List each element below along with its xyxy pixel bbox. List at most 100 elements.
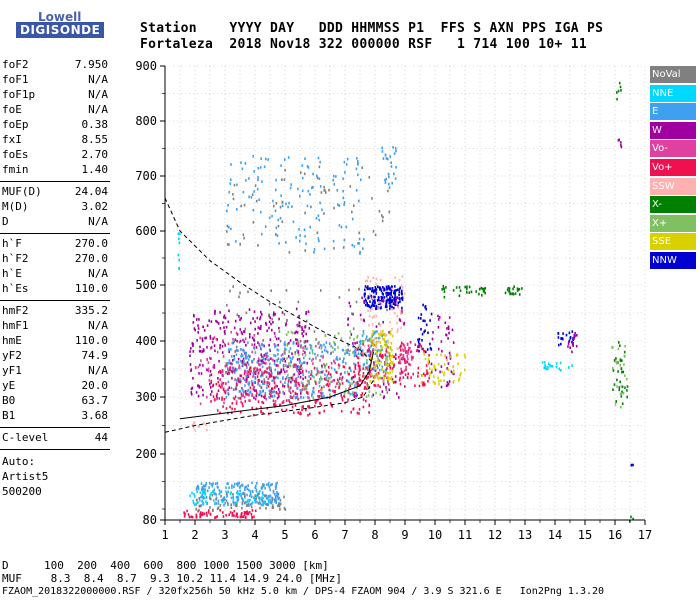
echo-point <box>239 359 242 363</box>
echo-point <box>225 514 227 517</box>
echo-point <box>254 498 256 501</box>
echo-point <box>190 347 192 350</box>
echo-point <box>307 414 309 417</box>
echo-point <box>226 492 228 496</box>
echo-point <box>381 390 384 393</box>
echo-point <box>198 508 200 512</box>
echo-point <box>389 321 391 324</box>
echo-point <box>392 302 395 305</box>
echo-point <box>341 348 344 352</box>
echo-point <box>276 234 279 237</box>
echo-point <box>196 490 198 494</box>
echo-point <box>388 346 390 349</box>
echo-point <box>567 345 569 348</box>
echo-point <box>236 368 238 371</box>
echo-point <box>619 344 621 347</box>
echo-point <box>342 177 344 180</box>
echo-point <box>560 337 562 340</box>
echo-point <box>447 382 450 386</box>
echo-point <box>253 190 255 193</box>
legend-item: X- <box>650 196 696 214</box>
x-tick-label: 17 <box>638 528 652 542</box>
echo-point <box>274 492 276 496</box>
echo-point <box>441 370 443 374</box>
echo-point <box>323 395 325 398</box>
echo-traces <box>177 81 634 523</box>
echo-point <box>255 199 258 203</box>
echo-point <box>446 367 448 370</box>
echo-point <box>279 380 282 384</box>
echo-point <box>384 347 387 351</box>
echo-point <box>294 352 296 356</box>
echo-point <box>358 370 360 373</box>
param-label: C-level <box>2 431 49 444</box>
echo-point <box>398 278 401 282</box>
echo-point <box>222 382 225 385</box>
echo-point <box>279 499 282 502</box>
echo-point <box>272 313 275 317</box>
echo-point <box>259 502 261 505</box>
echo-point <box>369 300 371 303</box>
echo-point <box>297 382 300 385</box>
echo-point <box>252 385 255 389</box>
echo-point <box>353 362 355 366</box>
param-row: fmin 1.40 <box>2 163 108 178</box>
echo-point <box>275 344 277 347</box>
echo-point <box>235 387 238 391</box>
echo-point <box>238 315 240 318</box>
echo-point <box>350 333 353 336</box>
echo-point <box>356 393 358 397</box>
param-row: h`Es 110.0 <box>2 282 108 297</box>
echo-point <box>261 499 264 503</box>
echo-point <box>381 368 383 371</box>
echo-point <box>349 382 351 385</box>
echo-point <box>206 428 208 432</box>
echo-point <box>318 340 320 344</box>
echo-point <box>312 396 315 400</box>
echo-point <box>382 300 385 303</box>
echo-point <box>387 375 389 379</box>
echo-point <box>458 286 461 289</box>
echo-point <box>323 343 325 347</box>
echo-point <box>437 326 440 329</box>
echo-point <box>283 313 286 316</box>
echo-point <box>235 360 238 364</box>
echo-point <box>239 366 241 370</box>
echo-point <box>319 380 321 383</box>
echo-point <box>301 189 304 193</box>
echo-point <box>402 376 405 379</box>
echo-point <box>390 342 393 345</box>
echo-point <box>294 381 297 385</box>
echo-point <box>624 386 626 390</box>
echo-point <box>433 364 436 367</box>
echo-point <box>214 398 216 401</box>
echo-point <box>432 380 435 384</box>
echo-point <box>363 340 365 343</box>
echo-point <box>282 384 284 388</box>
echo-point <box>571 340 573 344</box>
echo-point <box>243 330 245 333</box>
echo-point <box>287 385 290 389</box>
echo-point <box>368 296 370 299</box>
echo-point <box>367 339 369 342</box>
echo-point <box>246 366 248 369</box>
echo-point <box>340 409 343 413</box>
echo-point <box>389 155 391 158</box>
echo-point <box>253 357 255 361</box>
echo-point <box>244 486 246 489</box>
echo-point <box>260 157 262 160</box>
echo-point <box>384 340 386 343</box>
echo-point <box>232 197 235 201</box>
y-tick-label: 300 <box>135 390 157 404</box>
echo-point <box>249 321 252 325</box>
echo-point <box>260 406 262 409</box>
echo-point <box>341 378 343 382</box>
echo-point <box>281 353 284 356</box>
echo-point <box>313 330 316 333</box>
echo-point <box>230 386 233 390</box>
echo-point <box>369 380 372 383</box>
echo-point <box>368 337 371 341</box>
echo-point <box>306 339 309 343</box>
y-tick-label: 600 <box>135 224 157 238</box>
echo-point <box>348 380 350 384</box>
